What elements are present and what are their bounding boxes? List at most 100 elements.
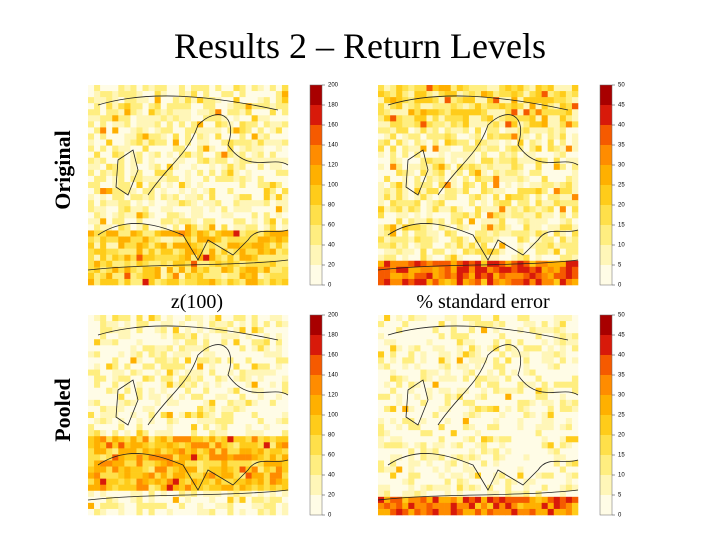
map-cell	[408, 266, 415, 274]
map-cell	[178, 418, 186, 425]
map-cell	[239, 393, 246, 401]
map-cell	[462, 484, 470, 492]
map-cell	[227, 345, 234, 352]
map-cell	[130, 424, 137, 431]
map-cell	[493, 363, 500, 370]
map-cell	[136, 327, 143, 334]
map-cell	[100, 333, 107, 340]
map-cell	[136, 97, 143, 104]
map-cell	[124, 188, 131, 195]
map-cell	[571, 436, 579, 443]
map-cell	[172, 266, 180, 274]
map-cell	[505, 321, 512, 328]
map-cell	[414, 109, 421, 116]
map-cell	[456, 133, 464, 140]
map-cell	[535, 97, 542, 104]
map-cell	[565, 418, 573, 425]
map-cell	[571, 375, 579, 382]
map-cell	[444, 218, 452, 225]
map-cell	[559, 115, 567, 122]
map-cell	[88, 333, 95, 340]
map-cell	[233, 242, 240, 249]
map-cell	[456, 399, 464, 407]
map-cell	[529, 169, 536, 177]
map-cell	[487, 242, 494, 249]
map-cell	[118, 127, 125, 134]
map-cell	[88, 345, 95, 352]
map-cell	[209, 484, 216, 492]
colorbar-tick-label: 0	[328, 283, 332, 289]
map-cell	[100, 115, 107, 122]
map-cell	[517, 188, 524, 195]
map-cell	[130, 248, 137, 255]
map-cell	[130, 206, 137, 213]
map-cell	[88, 381, 95, 389]
map-cell	[474, 236, 482, 243]
map-cell	[154, 436, 162, 443]
map-cell	[160, 496, 168, 504]
map-cell	[396, 363, 403, 370]
map-cell	[468, 169, 476, 177]
map-cell	[227, 430, 234, 437]
map-cell	[402, 472, 409, 479]
map-cell	[384, 97, 391, 104]
map-cell	[275, 181, 283, 189]
map-cell	[124, 200, 131, 207]
map-cell	[462, 206, 470, 213]
map-cell	[438, 339, 445, 346]
map-cell	[160, 345, 168, 352]
map-cell	[88, 236, 95, 243]
map-cell	[203, 478, 210, 485]
map-cell	[209, 375, 216, 382]
map-cell	[88, 375, 95, 382]
map-cell	[565, 430, 573, 437]
map-cell	[166, 248, 174, 255]
map-cell	[559, 121, 567, 128]
map-cell	[456, 466, 464, 473]
map-cell	[481, 139, 488, 146]
map-cell	[160, 127, 168, 134]
map-cell	[154, 181, 162, 189]
map-cell	[124, 472, 131, 479]
map-cell	[191, 375, 198, 382]
map-cell	[523, 448, 530, 455]
map-cell	[154, 472, 162, 479]
map-cell	[257, 121, 265, 128]
map-cell	[94, 278, 101, 286]
map-cell	[263, 194, 271, 201]
map-cell	[215, 272, 222, 280]
map-cell	[130, 212, 137, 219]
map-cell	[456, 472, 464, 479]
map-cell	[112, 254, 119, 262]
map-cell	[559, 333, 567, 340]
map-cell	[505, 405, 512, 413]
map-cell	[172, 442, 180, 449]
map-cell	[184, 430, 192, 437]
map-cell	[184, 424, 192, 431]
map-cell	[474, 151, 482, 159]
map-cell	[118, 333, 125, 340]
map-cell	[517, 393, 524, 401]
map-cell	[462, 188, 470, 195]
map-cell	[487, 272, 494, 280]
map-cell	[269, 369, 277, 376]
map-cell	[136, 218, 143, 225]
map-cell	[100, 351, 107, 358]
map-cell	[414, 508, 421, 516]
map-cell	[378, 460, 385, 467]
map-cell	[100, 460, 107, 467]
map-cell	[547, 169, 555, 177]
map-cell	[462, 411, 470, 419]
map-cell	[402, 266, 409, 274]
map-cell	[160, 333, 168, 340]
map-cell	[154, 327, 162, 334]
map-cell	[541, 103, 548, 110]
map-cell	[426, 484, 433, 492]
map-cell	[251, 163, 258, 171]
map-cell	[124, 272, 131, 280]
map-cell	[203, 109, 210, 116]
map-cell	[408, 418, 415, 425]
map-cell	[444, 315, 452, 322]
map-cell	[221, 266, 228, 274]
